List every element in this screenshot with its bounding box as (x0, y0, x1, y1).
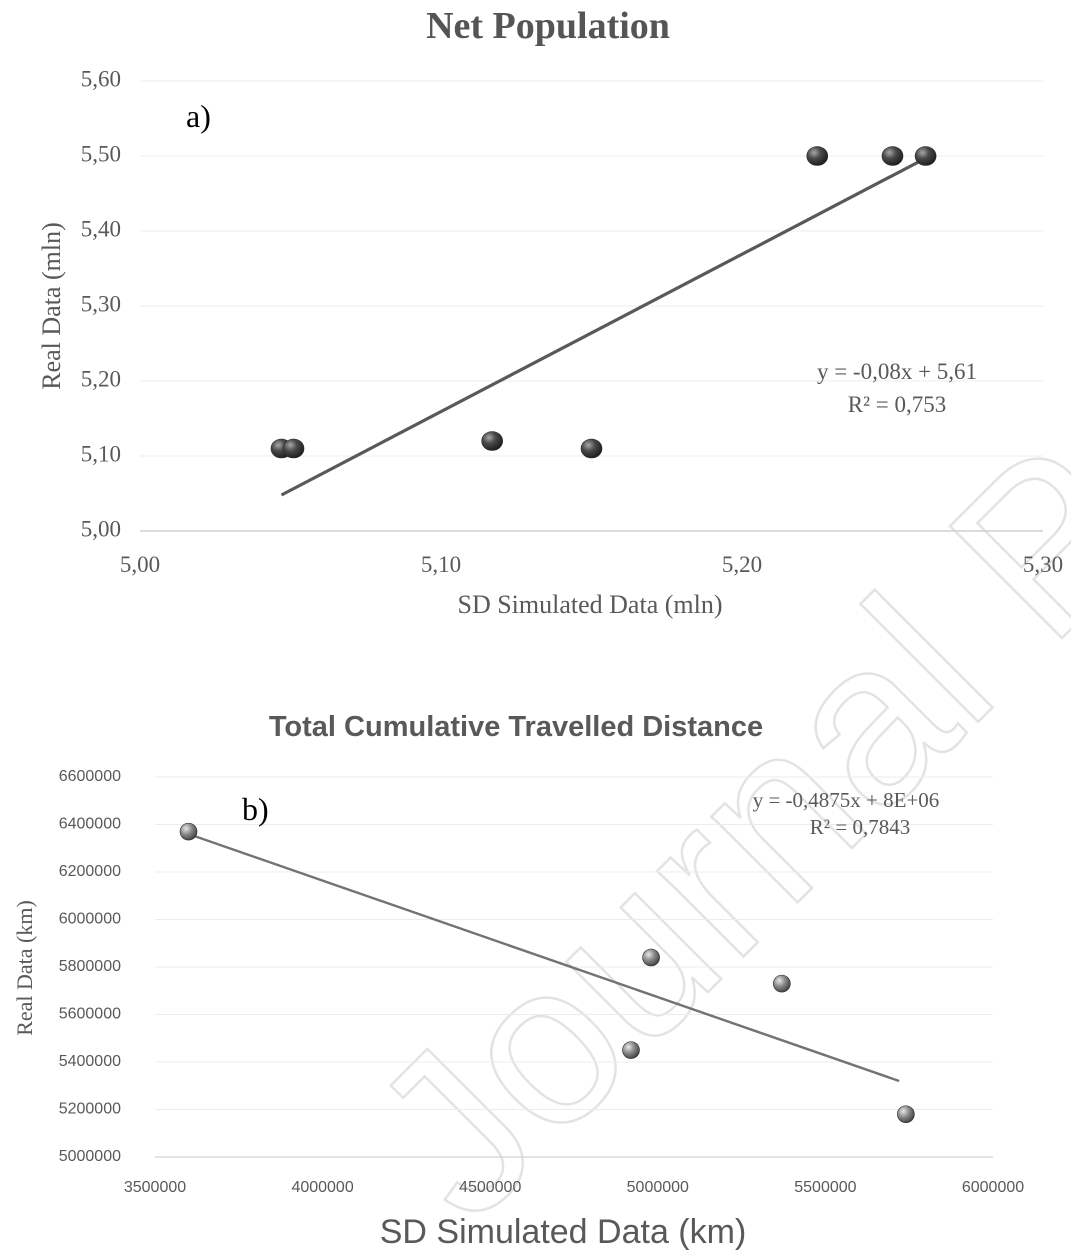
chart-b-title: Total Cumulative Travelled Distance (269, 711, 763, 743)
x-tick-label: 5000000 (627, 1179, 689, 1196)
chart-a-r-squared: R² = 0,753 (848, 392, 946, 417)
y-tick-label: 5,10 (81, 441, 121, 466)
x-tick-label: 5,30 (1023, 552, 1063, 577)
x-tick-label: 5500000 (794, 1179, 856, 1196)
chart-b-panel-label: b) (242, 791, 269, 827)
chart-b-y-axis-label: Real Data (km) (12, 900, 37, 1036)
chart-a: Net Population 5,005,105,205,305,405,505… (37, 5, 1063, 619)
data-point (282, 438, 305, 459)
chart-a-x-tick-labels: 5,00 5,10 5,20 5,30 (120, 552, 1063, 577)
chart-b-trendline (188, 832, 900, 1083)
chart-a-y-axis-label: Real Data (mln) (37, 222, 66, 390)
data-point (580, 438, 603, 459)
chart-b-points (179, 822, 915, 1124)
chart-b-r-squared: R² = 0,7843 (810, 815, 910, 839)
data-point (881, 146, 904, 166)
y-tick-label: 5,60 (81, 66, 121, 91)
y-tick-label: 6600000 (59, 768, 121, 785)
trendline (280, 156, 927, 497)
data-point (642, 948, 660, 967)
x-tick-label: 4000000 (291, 1179, 353, 1196)
y-tick-label: 5,50 (81, 141, 121, 166)
data-point (481, 431, 503, 451)
x-tick-label: 6000000 (962, 1179, 1024, 1196)
y-tick-label: 5800000 (59, 958, 121, 975)
x-tick-label: 5,10 (421, 552, 461, 577)
y-tick-label: 5400000 (59, 1053, 121, 1070)
y-tick-label: 5,30 (81, 291, 121, 316)
chart-b-equation: y = -0,4875x + 8E+06 (753, 788, 940, 812)
chart-a-points (270, 146, 937, 459)
chart-b: Total Cumulative Travelled Distance 5000… (12, 711, 1024, 1251)
x-tick-label: 4500000 (459, 1179, 521, 1196)
y-tick-label: 6200000 (59, 863, 121, 880)
x-tick-label: 3500000 (124, 1179, 186, 1196)
chart-a-equation: y = -0,08x + 5,61 (817, 359, 977, 384)
chart-a-y-tick-labels: 5,00 5,10 5,20 5,30 5,40 5,50 5,60 (81, 66, 121, 541)
y-tick-label: 5,00 (81, 516, 121, 541)
chart-a-gridlines (140, 80, 1043, 532)
chart-b-y-tick-labels: 5000000 5200000 5400000 5600000 5800000 60000… (59, 768, 121, 1165)
y-tick-label: 5,40 (81, 216, 121, 241)
x-tick-label: 5,00 (120, 552, 160, 577)
chart-a-trendline (280, 156, 927, 497)
trendline (188, 832, 900, 1083)
data-point (914, 146, 937, 166)
y-tick-label: 6000000 (59, 911, 121, 928)
chart-a-panel-label: a) (186, 98, 211, 134)
chart-b-x-axis-label: SD Simulated Data (km) (380, 1213, 747, 1251)
chart-b-x-tick-labels: 3500000 4000000 4500000 5000000 5500000 60000… (124, 1179, 1024, 1196)
data-point (897, 1105, 915, 1124)
chart-a-title: Net Population (426, 5, 670, 47)
data-point (622, 1041, 640, 1059)
y-tick-label: 5200000 (59, 1101, 121, 1118)
chart-a-x-axis-label: SD Simulated Data (mln) (457, 590, 722, 619)
y-tick-label: 5600000 (59, 1006, 121, 1023)
y-tick-label: 5000000 (59, 1148, 121, 1165)
data-point (806, 146, 829, 166)
y-tick-label: 5,20 (81, 366, 121, 391)
data-point (179, 822, 198, 841)
y-tick-label: 6400000 (59, 816, 121, 833)
x-tick-label: 5,20 (722, 552, 762, 577)
watermark-text: Journal Pre-proof (323, 0, 1071, 1252)
data-point (773, 974, 791, 993)
